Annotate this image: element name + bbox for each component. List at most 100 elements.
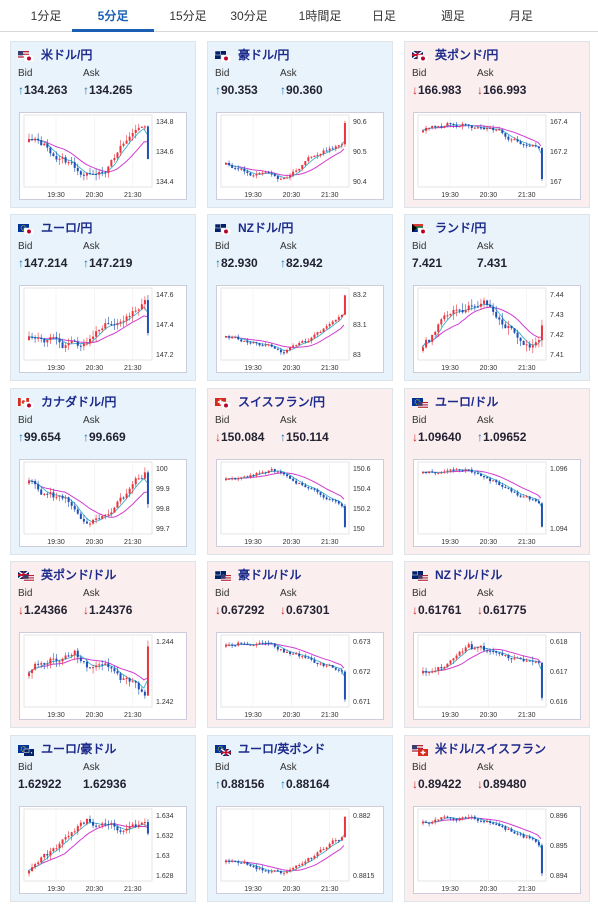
pair-name-link[interactable]: 英ポンド/ドル [41,568,117,582]
candle [531,499,534,501]
candlestick-chart[interactable]: 0.882 0.8815 19:30 20:30 21:30 [216,806,384,894]
candle [455,309,458,311]
pair-name-link[interactable]: NZドル/ドル [435,568,503,582]
candle [61,839,64,844]
candle [328,665,331,667]
candle [340,314,343,318]
candlestick-chart[interactable]: 1.634 1.632 1.63 1.628 19:30 20:30 21:30 [19,806,187,894]
candle [501,319,504,325]
candle [137,127,140,130]
candlestick-chart[interactable]: 1.244 1.242 19:30 20:30 21:30 [19,632,187,720]
rate-card[interactable]: ランド/円 Bid Ask 7.421 7.431 7.44 7.43 7.42 7.… [404,214,590,381]
candle [519,141,522,145]
candle [52,658,55,660]
rate-card[interactable]: カナダドル/円 Bid Ask ↑99.654 ↑99.669 100 99.9 9… [10,388,196,555]
y-tick-label: 147.6 [156,292,174,299]
pair-name-link[interactable]: 英ポンド/円 [435,48,499,62]
candle [301,656,304,658]
pair-name-link[interactable]: ユーロ/円 [41,221,93,235]
rate-card[interactable]: ユーロ/豪ドル Bid Ask 1.62922 1.62936 1.634 1.6… [10,735,196,902]
pair-name-link[interactable]: ユーロ/ドル [435,395,499,409]
candle [525,496,528,498]
ask-price: ↑147.219 [83,256,133,270]
rate-card[interactable]: ユーロ/英ポンド Bid Ask ↑0.88156 ↑0.88164 0.882… [207,735,393,902]
candle [516,657,519,659]
candle [64,837,67,840]
candle [264,172,267,174]
candle [301,863,304,865]
candle [122,830,125,832]
tab-5[interactable]: 日足 [371,9,396,23]
rate-card[interactable]: 米ドル/円 Bid Ask ↑134.263 ↑134.265 134.8 134… [10,41,196,208]
candle [519,833,522,835]
candle [264,870,267,872]
candle [122,678,125,680]
candle [240,477,243,479]
candle [261,172,264,174]
bid-label: Bid [215,415,230,426]
candlestick-chart[interactable]: 100 99.9 99.8 99.7 19:30 20:30 21:30 [19,459,187,547]
candle [255,644,258,646]
rate-card[interactable]: ユーロ/円 Bid Ask ↑147.214 ↑147.219 147.6 147… [10,214,196,381]
bid-label: Bid [215,68,230,79]
tab-1[interactable]: 5分足 [72,0,154,32]
candle [43,853,46,858]
pair-name-link[interactable]: ユーロ/豪ドル [41,742,117,756]
candlestick-chart[interactable]: 134.8 134.6 134.4 19:30 20:30 21:30 [19,112,187,200]
candle [289,476,292,479]
candle [89,338,91,344]
candle [431,334,434,342]
candle [340,670,343,672]
y-tick-label: 0.617 [550,669,568,676]
pair-name-link[interactable]: 豪ドル/ドル [238,568,302,582]
tab-7[interactable]: 月足 [508,9,533,23]
rate-card[interactable]: 米ドル/スイスフラン Bid Ask ↓0.89422 ↓0.89480 0.8… [404,735,590,902]
candlestick-chart[interactable]: 147.6 147.4 147.2 19:30 20:30 21:30 [19,285,187,373]
pair-name-link[interactable]: NZドル/円 [238,221,294,235]
pair-name-link[interactable]: ランド/円 [435,221,487,235]
candle [101,664,104,666]
x-tick-label: 20:30 [283,712,301,719]
candlestick-chart[interactable]: 7.44 7.43 7.42 7.41 19:30 20:30 21:30 [413,285,581,373]
rate-card[interactable]: 豪ドル/円 Bid Ask ↑90.353 ↑90.360 90.6 90.5 90… [207,41,393,208]
candlestick-chart[interactable]: 167.4 167.2 167 19:30 20:30 21:30 [413,112,581,200]
candlestick-chart[interactable]: 0.618 0.617 0.616 19:30 20:30 21:30 [413,632,581,720]
pair-name-link[interactable]: ユーロ/英ポンド [238,742,326,756]
tab-6[interactable]: 週足 [440,9,465,23]
pair-name-link[interactable]: 米ドル/スイスフラン [435,742,546,756]
candlestick-chart[interactable]: 0.896 0.895 0.894 19:30 20:30 21:30 [413,806,581,894]
candle [49,658,52,664]
candle [428,822,431,824]
candlestick-chart[interactable]: 90.6 90.5 90.4 19:30 20:30 21:30 [216,112,384,200]
rate-card[interactable]: NZドル/円 Bid Ask ↑82.930 ↑82.942 83.2 83.1 8… [207,214,393,381]
rate-card[interactable]: 英ポンド/ドル Bid Ask ↓1.24366 ↓1.24376 1.244 1… [10,561,196,728]
tab-2[interactable]: 15分足 [169,9,207,23]
candle [443,471,446,473]
tab-3[interactable]: 30分足 [230,9,268,23]
candlestick-chart[interactable]: 1.096 1.094 19:30 20:30 21:30 [413,459,581,547]
candle [446,663,449,668]
candle [286,349,288,353]
rate-card[interactable]: 豪ドル/ドル Bid Ask ↓0.67292 ↓0.67301 0.673 0.… [207,561,393,728]
bid-label: Bid [412,68,427,79]
candle [522,834,525,838]
pair-name-link[interactable]: スイスフラン/円 [238,395,325,409]
candle [40,489,43,495]
rate-card[interactable]: 英ポンド/円 Bid Ask ↓166.983 ↓166.993 167.4 16… [404,41,590,208]
tab-4[interactable]: 1時間足 [298,9,342,23]
y-tick-label: 1.63 [156,853,170,860]
rate-card[interactable]: ユーロ/ドル Bid Ask ↓1.09640 ↑1.09652 1.096 1.… [404,388,590,555]
candlestick-chart[interactable]: 0.673 0.672 0.671 19:30 20:30 21:30 [216,632,384,720]
candle [264,472,267,474]
candlestick-chart[interactable]: 150.6 150.4 150.2 150 19:30 20:30 21:30 [216,459,384,547]
y-tick-label: 7.41 [550,352,564,359]
tab-0[interactable]: 1分足 [30,9,62,23]
candle [479,303,482,307]
ma-long-line [421,306,541,348]
pair-name-link[interactable]: 米ドル/円 [41,48,93,62]
candlestick-chart[interactable]: 83.2 83.1 83 19:30 20:30 21:30 [216,285,384,373]
pair-name-link[interactable]: カナダドル/円 [41,395,117,409]
rate-card[interactable]: スイスフラン/円 Bid Ask ↓150.084 ↑150.114 150.6… [207,388,393,555]
pair-name-link[interactable]: 豪ドル/円 [238,48,290,62]
rate-card[interactable]: NZドル/ドル Bid Ask ↓0.61761 ↓0.61775 0.618 0… [404,561,590,728]
